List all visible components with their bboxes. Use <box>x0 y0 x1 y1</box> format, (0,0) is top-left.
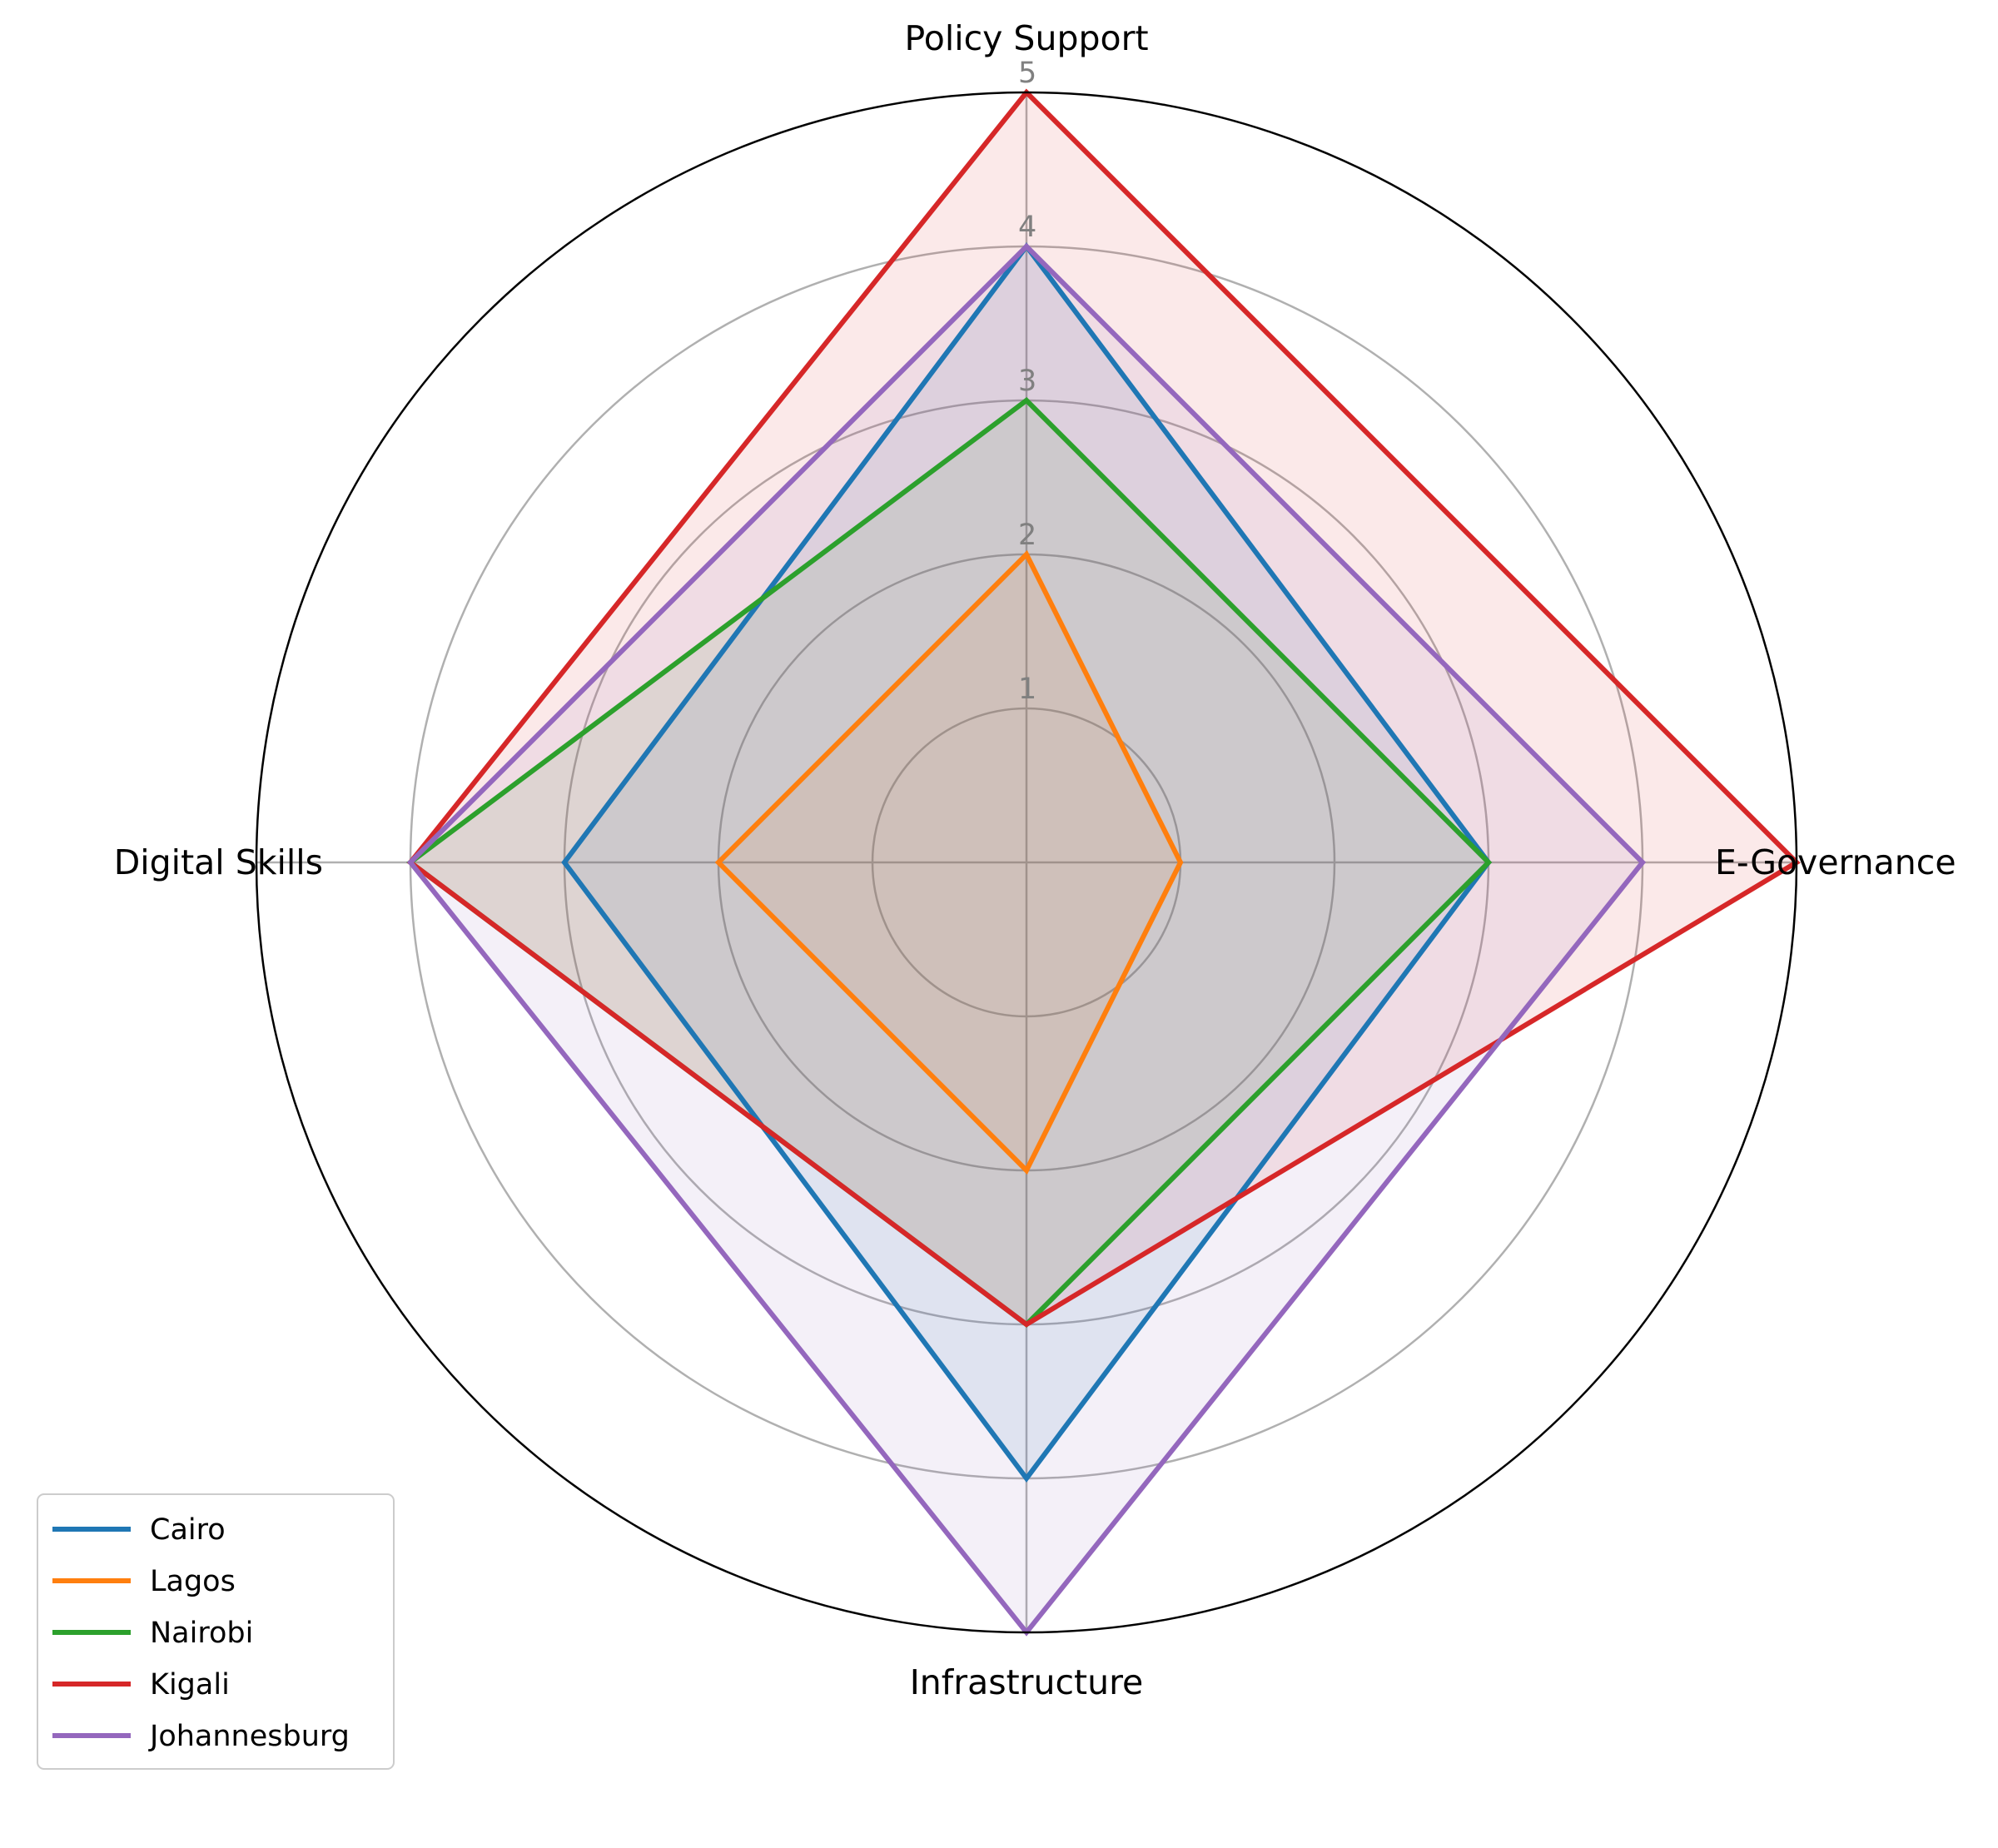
legend-label-kigali: Kigali <box>150 1668 230 1701</box>
series-line-lagos <box>714 549 1184 1175</box>
legend <box>37 1493 395 1770</box>
r-tick-label-1: 1 <box>1018 673 1036 706</box>
r-tick-label-2: 2 <box>1018 519 1036 552</box>
r-tick-label-3: 3 <box>1018 365 1036 398</box>
legend-label-johannesburg: Johannesburg <box>148 1720 350 1753</box>
axis-label-infrastructure: Infrastructure <box>910 1662 1144 1702</box>
series-fill-nairobi <box>410 400 1489 1324</box>
axis-label-policy-support: Policy Support <box>904 18 1148 58</box>
series-line-cairo <box>561 242 1492 1483</box>
series-fill-lagos <box>718 554 1180 1170</box>
series-line-kigali <box>406 88 1801 1328</box>
legend-label-lagos: Lagos <box>150 1565 236 1598</box>
legend-label-nairobi: Nairobi <box>150 1617 253 1650</box>
outer-ring <box>255 91 1798 1634</box>
axis-label-digital-skills: Digital Skills <box>114 842 323 882</box>
legend-label-cairo: Cairo <box>150 1513 226 1547</box>
series-fill-johannesburg <box>410 246 1643 1632</box>
r-tick-label-5: 5 <box>1018 57 1036 90</box>
axis-label-e-governance: E-Governance <box>1715 842 1956 882</box>
r-tick-label-4: 4 <box>1018 211 1036 244</box>
